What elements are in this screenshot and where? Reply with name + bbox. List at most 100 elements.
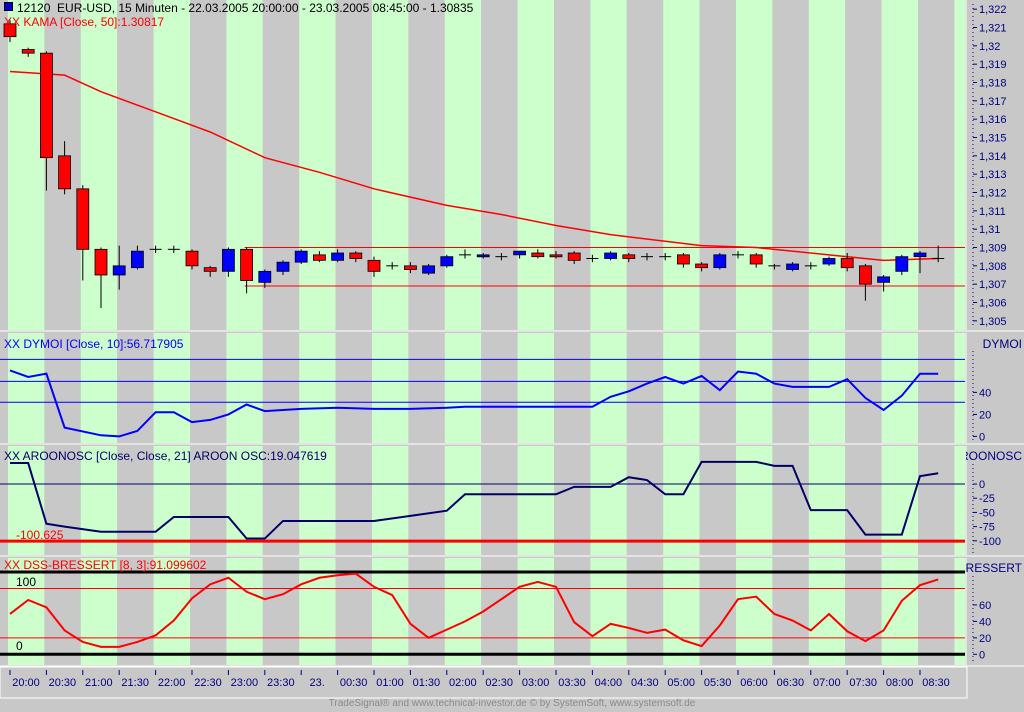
- chart-header: 12120 EUR-USD, 15 Minuten - 22.03.2005 2…: [4, 1, 473, 15]
- time-tick-label: 22:00: [158, 677, 186, 689]
- time-stripe: [80, 333, 118, 443]
- time-stripe: [444, 558, 482, 665]
- time-stripe: [190, 333, 227, 443]
- time-stripe: [80, 0, 118, 330]
- time-stripe: [881, 333, 918, 443]
- price-tick-label: 1,31: [979, 224, 1000, 236]
- candle-up: [112, 265, 126, 276]
- time-tick-label: 23.: [310, 677, 325, 689]
- time-tick-label: 21:00: [85, 677, 113, 689]
- time-tick-label: 01:30: [413, 677, 441, 689]
- dymoi-label[interactable]: XX DYMOI [Close, 10]:56.717905: [4, 337, 184, 351]
- time-stripe: [299, 446, 336, 555]
- candle-down: [40, 52, 53, 159]
- time-stripe: [772, 558, 809, 665]
- dymoi-tick-label: 40: [979, 387, 991, 399]
- price-tick-label: 1,316: [979, 114, 1007, 126]
- time-stripe: [153, 333, 190, 443]
- price-tick-label: 1,32: [979, 41, 1000, 53]
- candle-down: [185, 250, 199, 267]
- aroon-line: [10, 460, 939, 540]
- time-stripe: [881, 558, 918, 665]
- time-stripe: [808, 558, 846, 665]
- time-tick-label: 00:30: [340, 677, 368, 689]
- time-stripe: [554, 446, 591, 555]
- time-tick-label: 07:30: [849, 677, 877, 689]
- time-stripe: [590, 558, 627, 665]
- time-stripe: [918, 333, 955, 443]
- time-stripe: [772, 0, 809, 330]
- time-stripe: [626, 333, 664, 443]
- time-stripe: [444, 333, 482, 443]
- time-stripe: [299, 558, 336, 665]
- stoch-label[interactable]: XX DSS-BRESSERT [8, 3]:91.099602: [4, 558, 207, 572]
- time-stripe: [335, 446, 372, 555]
- time-stripe: [80, 558, 118, 665]
- candle-down: [567, 252, 581, 261]
- candle-down: [749, 254, 763, 265]
- time-tick-label: 04:00: [595, 677, 623, 689]
- kama-label[interactable]: XX KAMA [Close, 50]:1.30817: [4, 15, 165, 29]
- candle-up: [877, 276, 890, 283]
- time-stripe: [226, 333, 263, 443]
- time-stripe: [335, 0, 372, 330]
- aroon-label[interactable]: XX AROONOSC [Close, Close, 21] AROON OSC…: [4, 449, 327, 463]
- time-stripe: [808, 333, 846, 443]
- candle-down: [695, 263, 708, 269]
- time-stripe: [663, 446, 700, 555]
- time-stripe: [881, 0, 918, 330]
- time-stripe: [517, 446, 554, 555]
- time-tick-label: 03:30: [558, 677, 586, 689]
- candle-up: [822, 258, 836, 265]
- stoch-panel-title: BRESSERT: [966, 561, 1022, 575]
- time-stripe: [626, 558, 664, 665]
- candle-up: [895, 256, 909, 272]
- time-tick-label: 23:30: [267, 677, 295, 689]
- time-tick-label: 01:00: [376, 677, 404, 689]
- time-stripe: [699, 0, 736, 330]
- time-stripe: [408, 558, 445, 665]
- time-stripe: [262, 558, 300, 665]
- stoch-line: [9, 572, 939, 648]
- time-tick-label: 20:00: [12, 677, 40, 689]
- time-stripe: [663, 558, 700, 665]
- time-stripe: [845, 558, 882, 665]
- time-stripe: [736, 333, 773, 443]
- time-stripe: [699, 446, 736, 555]
- time-stripe: [481, 333, 518, 443]
- time-stripe: [117, 333, 154, 443]
- time-stripe: [481, 558, 518, 665]
- price-tick-label: 1,321: [979, 23, 1007, 35]
- candle-up: [513, 250, 526, 256]
- price-tick-label: 1,318: [979, 78, 1007, 90]
- stripe-margin: [0, 446, 8, 555]
- time-stripe: [153, 0, 190, 330]
- time-stripe: [8, 446, 45, 555]
- time-stripe: [772, 333, 809, 443]
- time-stripe: [444, 446, 482, 555]
- price-tick-label: 1,313: [979, 169, 1007, 181]
- time-stripe: [262, 446, 300, 555]
- price-axis-bg: [965, 446, 1024, 555]
- candle-up: [713, 254, 727, 269]
- dymoi-tick-label: 20: [979, 409, 991, 421]
- time-stripe: [372, 0, 409, 330]
- candle-up: [913, 252, 927, 258]
- aroon-min-label: -100.625: [16, 528, 64, 542]
- time-stripe: [554, 0, 591, 330]
- price-tick-label: 1,312: [979, 188, 1007, 200]
- kama-line: [9, 70, 939, 262]
- candle-down: [203, 267, 217, 272]
- time-stripe: [408, 333, 445, 443]
- candle-up: [294, 250, 308, 263]
- time-tick-label: 02:00: [449, 677, 477, 689]
- time-tick-label: 08:30: [922, 677, 950, 689]
- time-stripe: [299, 0, 336, 330]
- time-stripe: [8, 0, 45, 330]
- price-tick-label: 1,307: [979, 279, 1007, 291]
- time-stripe: [663, 0, 700, 330]
- time-tick-label: 03:00: [522, 677, 550, 689]
- candle-down: [76, 188, 90, 250]
- stoch-tick-label: 60: [979, 600, 991, 612]
